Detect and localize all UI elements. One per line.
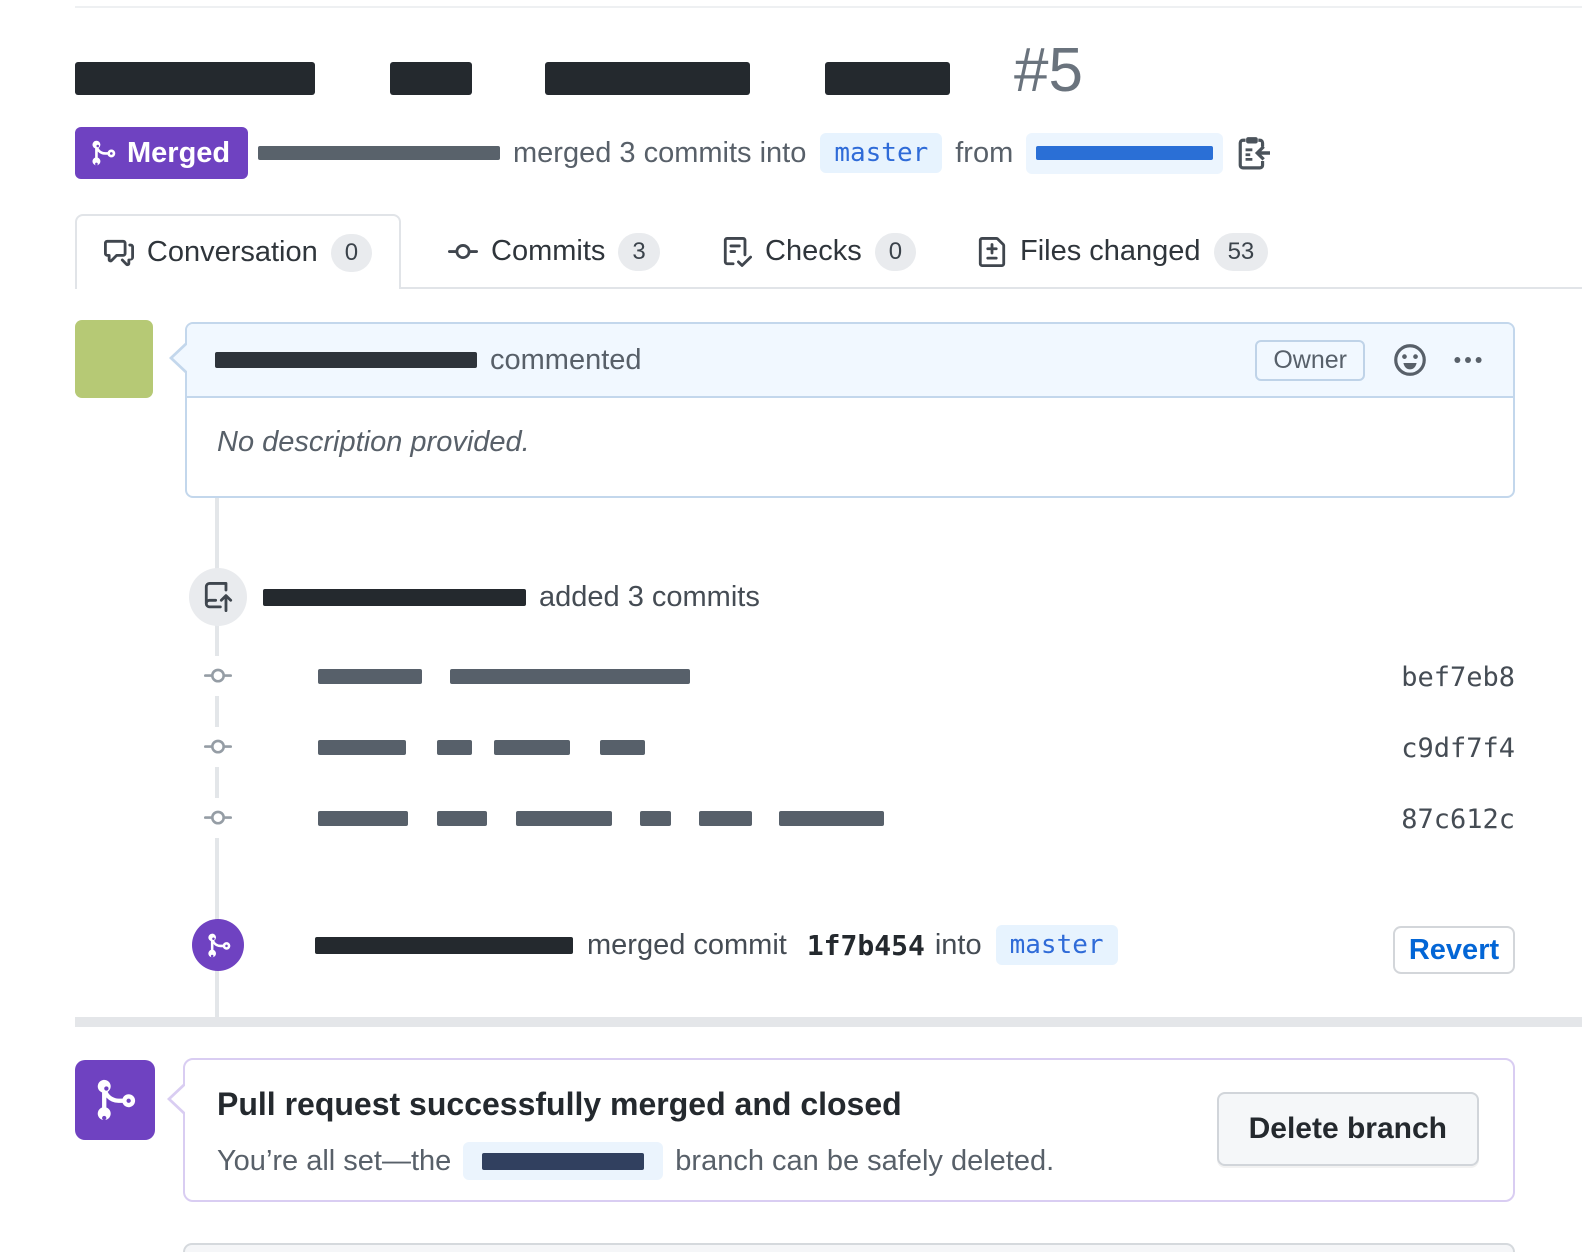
tab-files-changed[interactable]: Files changed 53 bbox=[977, 214, 1269, 289]
avatar[interactable] bbox=[75, 320, 153, 398]
checklist-icon bbox=[723, 236, 752, 267]
kebab-menu-icon[interactable] bbox=[1451, 343, 1485, 377]
tab-conversation[interactable]: Conversation 0 bbox=[75, 214, 401, 289]
tab-checks[interactable]: Checks 0 bbox=[722, 214, 917, 289]
owner-badge: Owner bbox=[1255, 339, 1365, 381]
redacted-commit-message bbox=[516, 811, 612, 826]
merged-banner-badge bbox=[75, 1060, 155, 1140]
tab-count: 53 bbox=[1213, 232, 1269, 271]
redacted-commit-message bbox=[437, 811, 487, 826]
pr-number: #5 bbox=[1014, 36, 1083, 105]
comment-header: commented Owner bbox=[187, 324, 1513, 398]
redacted-commenter-name bbox=[215, 352, 477, 368]
section-divider bbox=[75, 1017, 1582, 1027]
redacted-commit-message bbox=[318, 811, 408, 826]
redacted-branch-name bbox=[1036, 146, 1214, 160]
tab-label: Files changed bbox=[1020, 235, 1201, 267]
tab-commits[interactable]: Commits 3 bbox=[448, 214, 660, 289]
head-branch-label[interactable] bbox=[1026, 132, 1224, 174]
redacted-merger-name bbox=[315, 936, 573, 954]
merge-action-text: merged 3 commits into bbox=[513, 136, 807, 169]
commit-dot-icon bbox=[199, 798, 237, 838]
redacted-commit-message bbox=[640, 811, 671, 826]
merge-summary-line: merged 3 commits into master from bbox=[258, 128, 1271, 178]
delete-branch-button[interactable]: Delete branch bbox=[1216, 1092, 1479, 1166]
tab-label: Checks bbox=[765, 235, 862, 267]
commented-label: commented bbox=[490, 343, 642, 376]
redacted-commit-message bbox=[779, 811, 884, 826]
banner-body-prefix: You’re all set—the bbox=[217, 1144, 452, 1177]
redacted-commit-message bbox=[318, 740, 406, 755]
redacted-title-word bbox=[545, 62, 750, 95]
git-merge-icon bbox=[207, 933, 230, 957]
state-label: Merged bbox=[127, 136, 231, 169]
merge-event-action: merged commit bbox=[587, 928, 787, 961]
smiley-icon[interactable] bbox=[1393, 343, 1427, 377]
banner-body-suffix: branch can be safely deleted. bbox=[675, 1144, 1055, 1177]
merge-commit-sha[interactable]: 1f7b454 bbox=[806, 928, 925, 962]
push-event-row: added 3 commits bbox=[263, 570, 760, 624]
commit-sha[interactable]: bef7eb8 bbox=[1401, 662, 1515, 693]
top-divider bbox=[75, 6, 1582, 8]
file-diff-icon bbox=[978, 236, 1006, 267]
redacted-commit-message bbox=[450, 669, 690, 684]
redacted-commit-message bbox=[600, 740, 645, 755]
from-label: from bbox=[955, 136, 1014, 169]
merged-banner: Pull request successfully merged and clo… bbox=[183, 1058, 1515, 1202]
tab-count: 3 bbox=[618, 232, 660, 271]
merge-event-badge bbox=[192, 919, 244, 971]
redacted-title-word bbox=[75, 62, 315, 95]
comment-caret-fill bbox=[173, 342, 190, 374]
comment-body: No description provided. bbox=[217, 426, 530, 458]
redacted-commit-message bbox=[699, 811, 752, 826]
redacted-author bbox=[258, 146, 500, 160]
merged-banner-body: You’re all set—the branch can be safely … bbox=[217, 1140, 1054, 1182]
deleted-branch-label bbox=[463, 1142, 664, 1180]
git-merge-icon bbox=[89, 139, 117, 167]
commit-dot-icon bbox=[199, 656, 237, 696]
next-card-top-edge bbox=[183, 1243, 1515, 1252]
comment-discussion-icon bbox=[103, 239, 134, 266]
tab-count: 0 bbox=[874, 232, 917, 271]
commit-sha[interactable]: 87c612c bbox=[1401, 804, 1515, 835]
redacted-commit-message bbox=[494, 740, 570, 755]
push-event-text: added 3 commits bbox=[539, 580, 760, 613]
tab-label: Conversation bbox=[146, 236, 318, 268]
redacted-pusher-name bbox=[263, 588, 526, 606]
tab-label: Commits bbox=[491, 235, 606, 267]
tab-nav-border bbox=[75, 287, 1582, 289]
comment-card: commented Owner No description provided. bbox=[185, 322, 1515, 498]
git-commit-icon bbox=[448, 243, 478, 259]
merge-target-branch[interactable]: master bbox=[995, 925, 1118, 965]
banner-caret-fill bbox=[171, 1083, 188, 1115]
push-event-badge bbox=[189, 568, 247, 626]
copy-branch-icon[interactable] bbox=[1236, 136, 1271, 170]
git-merge-icon bbox=[97, 1079, 136, 1121]
redacted-branch-name bbox=[482, 1152, 645, 1170]
merged-banner-title: Pull request successfully merged and clo… bbox=[217, 1086, 902, 1122]
into-label: into bbox=[934, 928, 982, 961]
repo-push-icon bbox=[204, 582, 233, 612]
tab-count: 0 bbox=[330, 233, 373, 272]
redacted-commit-message bbox=[318, 669, 422, 684]
redacted-commit-message bbox=[437, 740, 472, 755]
revert-button[interactable]: Revert bbox=[1393, 926, 1515, 974]
commit-sha[interactable]: c9df7f4 bbox=[1401, 733, 1515, 764]
merge-event-row: merged commit 1f7b454 into master bbox=[315, 920, 1118, 970]
redacted-title-word bbox=[825, 62, 950, 95]
commit-dot-icon bbox=[199, 727, 237, 767]
redacted-title-word bbox=[390, 62, 472, 95]
base-branch-label[interactable]: master bbox=[820, 133, 943, 173]
merged-state-badge: Merged bbox=[75, 127, 249, 179]
